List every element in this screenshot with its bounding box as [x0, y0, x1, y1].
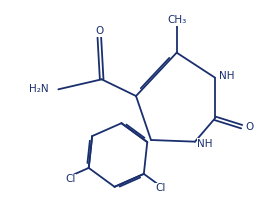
Text: H₂N: H₂N	[29, 84, 48, 94]
Text: CH₃: CH₃	[167, 15, 186, 25]
Text: Cl: Cl	[65, 174, 75, 184]
Text: O: O	[95, 26, 103, 36]
Text: Cl: Cl	[155, 183, 166, 193]
Text: NH: NH	[219, 71, 235, 81]
Text: O: O	[246, 122, 254, 132]
Text: NH: NH	[197, 139, 213, 149]
